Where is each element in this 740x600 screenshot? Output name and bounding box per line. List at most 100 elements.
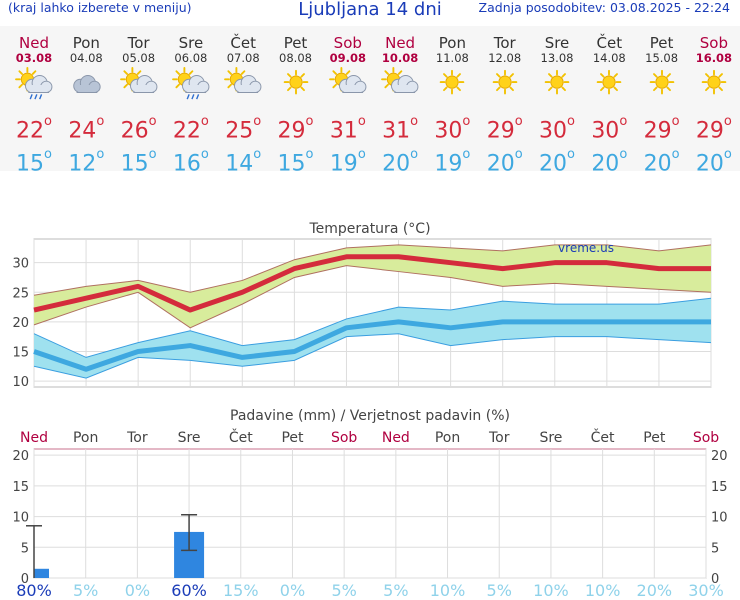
sun-cloud-icon (224, 67, 262, 93)
temp-max: 30o (434, 114, 471, 144)
temp-max: 31o (329, 114, 366, 144)
x-day-label: Sob (693, 430, 719, 446)
temp-min: 20o (382, 147, 419, 177)
temp-max: 29o (486, 114, 523, 144)
temp-min: 19o (434, 147, 471, 177)
min-temp-upper-bound (33, 297, 712, 358)
day-column: Ned 03.08 22o 15o (8, 26, 60, 178)
rain-probability-label: 0% (125, 581, 150, 600)
day-date: 16.08 (695, 51, 733, 65)
cloud-shape (129, 75, 158, 93)
rain-probability-label: 0% (280, 581, 305, 600)
y-tick-label-left: 20 (12, 449, 29, 464)
sun-shape (440, 69, 465, 95)
temp-min: 12o (68, 147, 105, 177)
day-name: Sob (333, 34, 362, 52)
sun-cloud-icon (381, 67, 419, 93)
sun-shape (701, 69, 727, 95)
y-tick-label-right: 20 (711, 449, 728, 464)
y-tick-label-left: 10 (12, 511, 29, 526)
precipitation-chart: Padavine (mm) / Verjetnost padavin (%) Ne… (12, 408, 728, 600)
day-date: 12.08 (488, 51, 522, 65)
y-tick-label: 30 (12, 257, 29, 272)
cloud-shape (25, 75, 53, 93)
rain-probability-label: 30% (688, 581, 724, 600)
cloud-shape (181, 75, 210, 93)
temp-max: 29o (277, 114, 314, 144)
temp-max: 25o (225, 114, 262, 144)
day-date: 13.08 (540, 51, 574, 65)
rain-probability-label: 20% (637, 581, 673, 600)
rain-drops (29, 94, 43, 100)
day-date: 10.08 (381, 51, 419, 65)
cloud-shape (338, 75, 367, 93)
x-day-label: Sob (331, 430, 357, 446)
temp-min: 15o (277, 147, 314, 177)
error-bar (181, 513, 198, 552)
min-temp-line (33, 319, 711, 372)
temp-max: 31o (382, 114, 419, 144)
cloud-shape (73, 75, 101, 93)
x-day-label: Sre (539, 430, 562, 446)
temp-max: 30o (591, 114, 628, 144)
day-column: Tor 12.08 29o 20o (479, 26, 531, 178)
sun-cloud-rain-icon (15, 67, 53, 100)
y-tick-label: 15 (12, 345, 29, 360)
x-day-label: Sre (178, 430, 201, 446)
rain-probability-label: 5% (331, 581, 356, 600)
temp-max: 29o (643, 114, 680, 144)
sun-icon (701, 69, 727, 95)
temp-max: 26o (120, 114, 157, 144)
y-tick-label: 20 (12, 316, 29, 331)
cloudy-icon (73, 75, 101, 93)
sun-icon (649, 69, 674, 95)
plot-area (33, 448, 707, 579)
day-name: Tor (493, 34, 516, 52)
x-day-label: Pet (281, 430, 304, 446)
y-tick-label: 25 (12, 286, 29, 301)
y-tick-label: 10 (12, 375, 29, 390)
precipitation-chart-title: Padavine (mm) / Verjetnost padavin (%) (230, 408, 510, 424)
temp-max: 30o (539, 114, 575, 144)
sun-shape (492, 69, 517, 95)
rain-probability-label: 15% (223, 581, 259, 600)
temp-min: 19o (329, 147, 366, 177)
watermark: vreme.us (558, 241, 614, 255)
day-name: Pon (72, 34, 100, 52)
max-temp-upper-bound (33, 244, 712, 296)
sun-icon (544, 69, 570, 95)
day-date: 15.08 (645, 51, 679, 65)
day-column: Pon 11.08 30o 19o (426, 26, 478, 178)
day-name: Pon (438, 34, 466, 52)
temp-min: 16o (172, 147, 209, 177)
day-date: 11.08 (435, 51, 469, 65)
min-temp-lower-bound (33, 333, 712, 379)
day-name: Pet (649, 34, 674, 52)
x-day-label: Pet (643, 430, 666, 446)
y-tick-label-right: 0 (711, 572, 719, 587)
temp-min: 20o (539, 147, 575, 177)
min-temp-range-band (34, 298, 711, 379)
rain-probability-label: 5% (73, 581, 98, 600)
temp-min: 20o (643, 147, 680, 177)
cloud-shape (234, 75, 262, 93)
day-date: 05.08 (122, 51, 156, 65)
day-name: Čet (596, 34, 623, 52)
x-day-label: Ned (20, 430, 48, 446)
sun-cloud-rain-icon (172, 67, 210, 100)
day-column: Tor 05.08 26o 15o (113, 26, 165, 178)
day-date: 14.08 (592, 51, 626, 65)
sun-shape (544, 69, 570, 95)
temp-min: 15o (16, 147, 52, 177)
day-name: Pet (283, 34, 308, 52)
temp-min: 14o (225, 147, 262, 177)
x-day-label: Čet (229, 428, 253, 446)
day-name: Tor (127, 34, 150, 52)
top-bar: (kraj lahko izberete v meniju) Ljubljana… (0, 0, 740, 22)
day-column: Sre 13.08 30o 20o (531, 26, 583, 178)
day-column: Pon 04.08 24o 12o (60, 26, 112, 178)
day-column: Sob 16.08 29o 20o (688, 26, 740, 178)
y-tick-label-right: 5 (711, 541, 719, 556)
temp-max: 24o (68, 114, 105, 144)
day-date: 09.08 (329, 51, 366, 65)
